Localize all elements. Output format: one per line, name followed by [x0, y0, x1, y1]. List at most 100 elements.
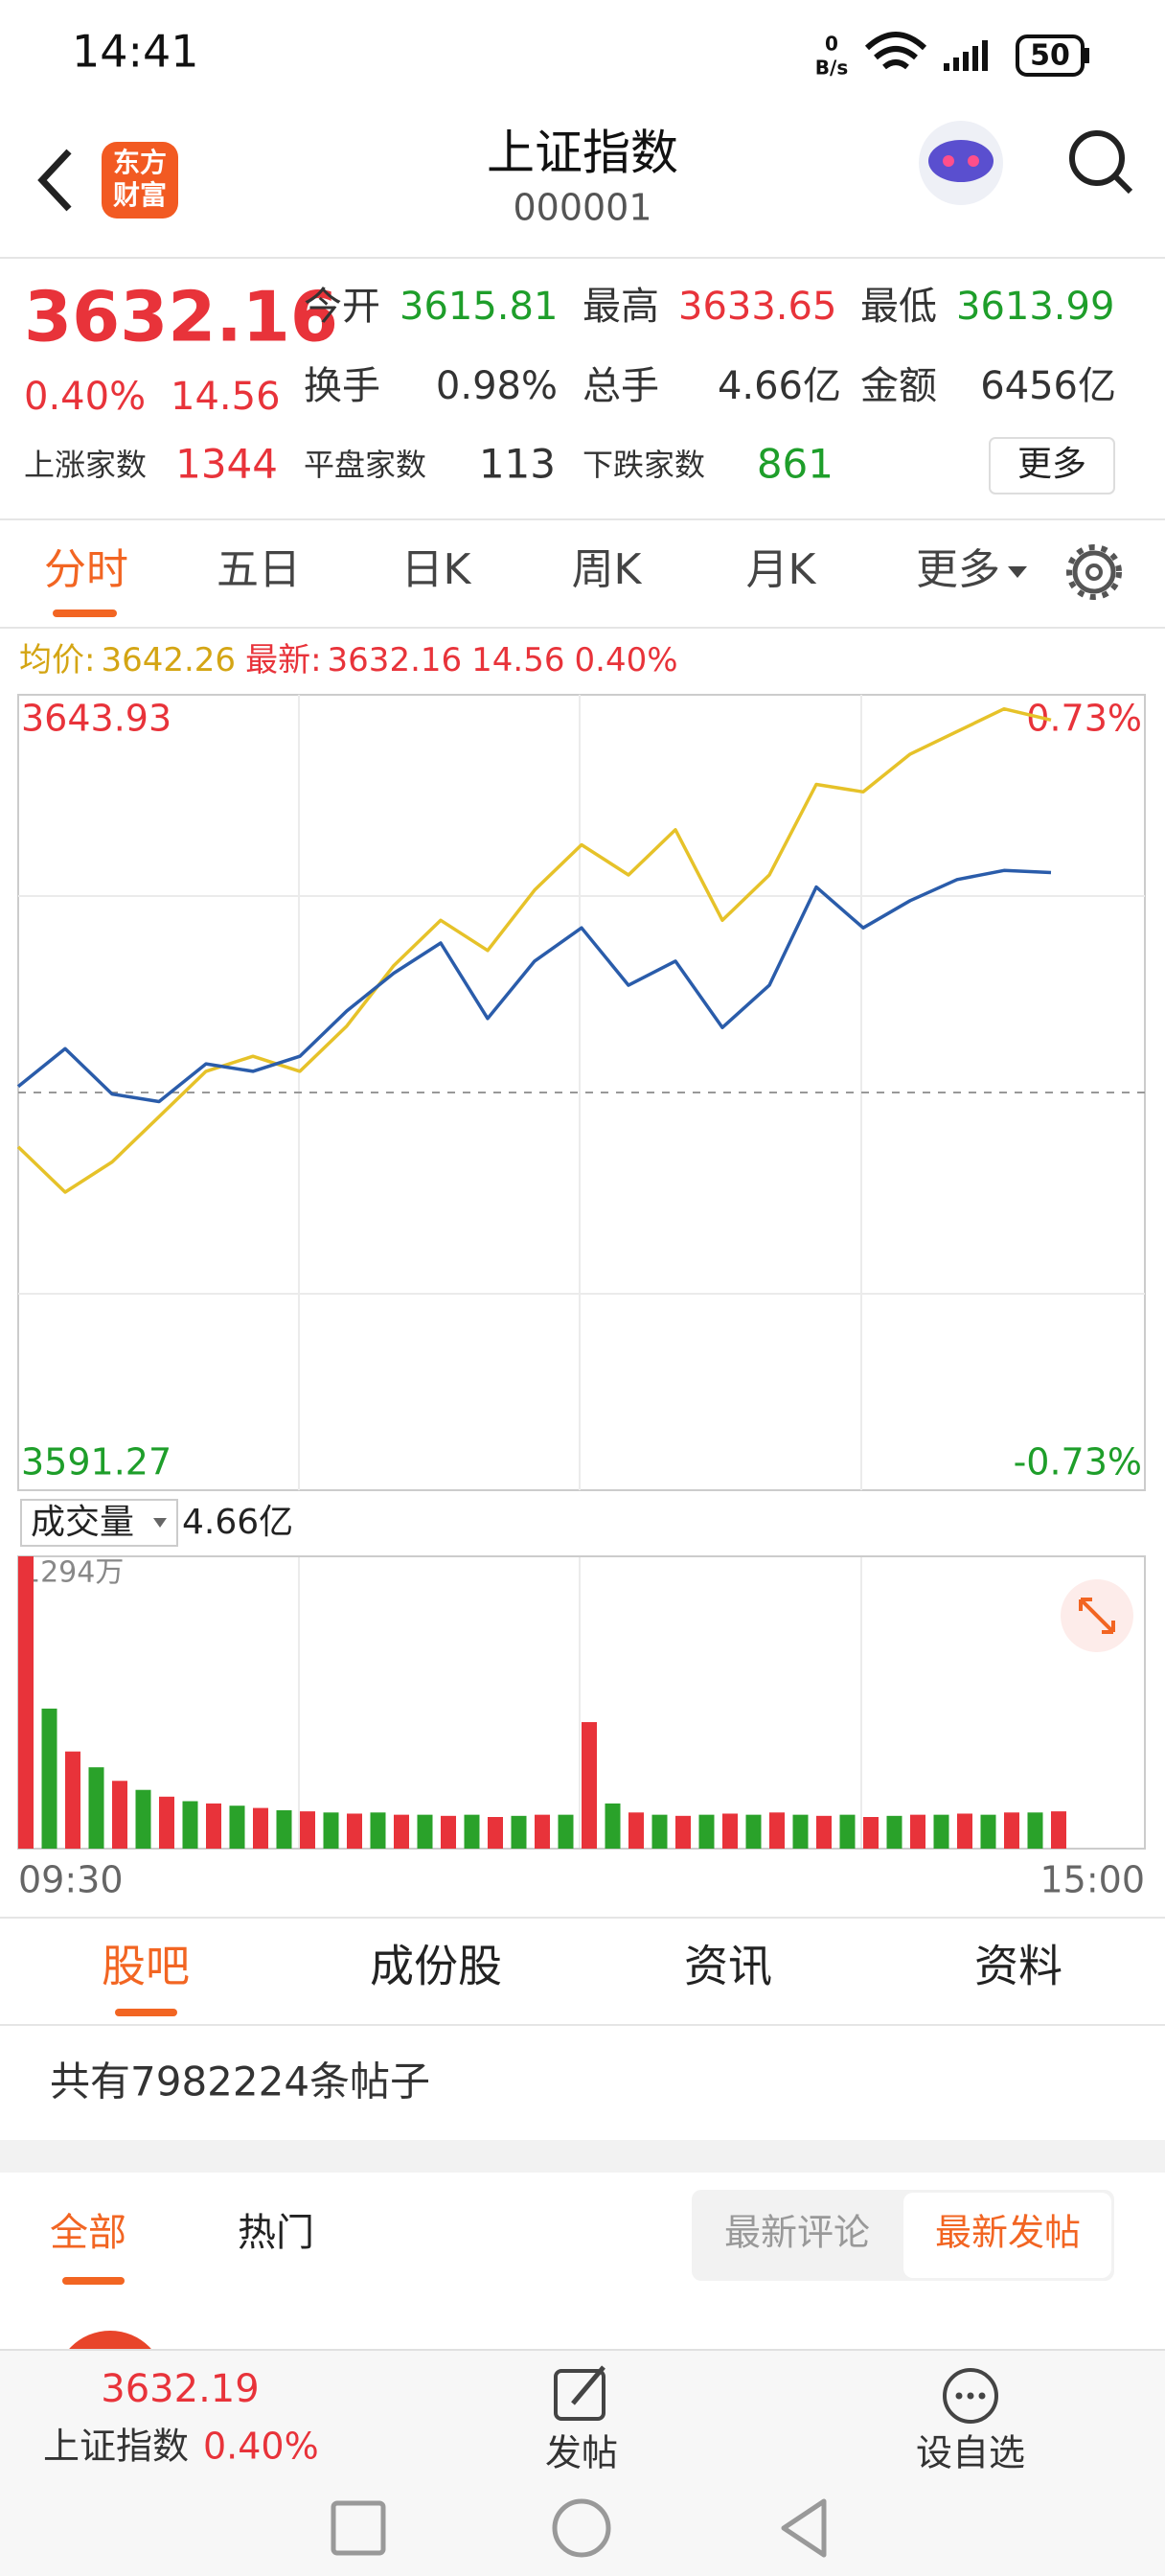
- net-speed: 0: [825, 33, 838, 56]
- section-tab[interactable]: 资讯: [684, 1941, 772, 1992]
- volume-bar: [933, 1814, 949, 1849]
- bottom-bar: [0, 2350, 1165, 2576]
- price-line: [16, 868, 1052, 1104]
- more-button[interactable]: [989, 437, 1115, 494]
- volume-bar: [276, 1809, 292, 1849]
- volume-bar: [488, 1817, 503, 1849]
- volume-bar: [159, 1796, 174, 1849]
- nav-home[interactable]: [552, 2498, 611, 2558]
- assistant-avatar[interactable]: [919, 121, 1003, 205]
- section-tab[interactable]: 成份股: [370, 1941, 502, 1992]
- volume-bar: [65, 1751, 80, 1849]
- dropdown-arrow: [153, 1518, 167, 1528]
- volume-bar: [698, 1814, 715, 1849]
- volume-bar: [816, 1815, 832, 1849]
- volume-bar: [394, 1814, 409, 1849]
- expand-button[interactable]: [1061, 1579, 1133, 1652]
- battery: [1016, 34, 1085, 77]
- volume-bar: [112, 1781, 127, 1849]
- volume-bar: [582, 1722, 597, 1849]
- nav-back[interactable]: [781, 2498, 827, 2558]
- volume-bar: [135, 1789, 151, 1849]
- tab-underline: [62, 2277, 125, 2285]
- volume-bar: [511, 1815, 527, 1849]
- period-tab[interactable]: 更多: [916, 545, 1000, 594]
- tab-underline: [53, 610, 117, 617]
- volume-bar: [441, 1815, 456, 1849]
- volume-bar: [839, 1814, 856, 1849]
- last-price: 3632.16: [24, 277, 338, 357]
- section-tab[interactable]: 股吧: [102, 1941, 190, 1992]
- stat-value: 3633.65: [678, 285, 836, 329]
- volume-bar: [722, 1813, 738, 1849]
- stock-code: 000001: [513, 187, 651, 229]
- price-line: [16, 706, 1052, 1194]
- period-tab[interactable]: 分时: [44, 545, 128, 594]
- stat-value: 4.66亿: [718, 364, 841, 408]
- tab-underline: [115, 2009, 177, 2016]
- volume-bar: [182, 1801, 198, 1849]
- y-tick-label: 3643.93: [21, 698, 171, 740]
- wifi-icon: [864, 32, 927, 70]
- volume-bar: [253, 1807, 268, 1849]
- volume-bar: [886, 1815, 902, 1849]
- dropdown-arrow: [1008, 566, 1027, 578]
- action-label[interactable]: 设自选: [916, 2432, 1025, 2474]
- volume-bar: [88, 1767, 104, 1849]
- x-tick-label: 09:30: [18, 1859, 124, 1901]
- settings-button[interactable]: [1066, 544, 1122, 600]
- volume-bar: [792, 1814, 809, 1849]
- stat-label: 总手: [582, 364, 659, 408]
- volume-bar: [651, 1814, 668, 1849]
- volume-bar: [18, 1556, 34, 1849]
- filter-tab[interactable]: 全部: [50, 2211, 126, 2255]
- action-label[interactable]: 发帖: [545, 2432, 618, 2474]
- sort-active: [903, 2193, 1111, 2278]
- stat-value: 6456亿: [980, 364, 1116, 408]
- volume-bar: [464, 1814, 480, 1849]
- app-logo: [102, 142, 178, 218]
- section-gap: [0, 2140, 1165, 2173]
- sort-tab[interactable]: 最新评论: [724, 2212, 870, 2254]
- net-unit: B/s: [815, 57, 848, 80]
- period-tab[interactable]: 五日: [217, 545, 301, 594]
- indicator-selector[interactable]: [20, 1499, 178, 1547]
- period-tab[interactable]: 日K: [401, 545, 472, 594]
- filter-tab[interactable]: 热门: [238, 2211, 314, 2255]
- volume-bar: [300, 1811, 315, 1849]
- change-pct: 0.40%: [24, 375, 146, 419]
- volume-bar: [910, 1814, 925, 1849]
- stat-label: 最低: [860, 285, 937, 329]
- nav-recent[interactable]: [331, 2500, 386, 2556]
- breadth-value: 861: [757, 441, 834, 488]
- stat-label: 今开: [304, 285, 380, 329]
- more-label[interactable]: 更多: [1017, 445, 1086, 484]
- breadth-label: 上涨家数: [24, 447, 147, 483]
- post-icon[interactable]: [554, 2365, 605, 2421]
- search-button[interactable]: [1069, 130, 1133, 195]
- volume-bar: [675, 1815, 691, 1849]
- indicator-name[interactable]: 成交量: [31, 1503, 134, 1542]
- period-tab[interactable]: 周K: [572, 545, 643, 594]
- breadth-label: 平盘家数: [304, 447, 426, 483]
- signal-icon: [944, 40, 988, 71]
- volume-bar: [535, 1814, 550, 1849]
- section-tab[interactable]: 资料: [974, 1941, 1062, 1992]
- period-tab[interactable]: 月K: [746, 545, 817, 594]
- sort-tab[interactable]: 最新发帖: [935, 2212, 1081, 2254]
- status-time: 14:41: [72, 26, 199, 78]
- volume-bar: [863, 1817, 879, 1849]
- breadth-value: 113: [479, 441, 556, 488]
- volume-bar: [1004, 1812, 1019, 1849]
- volume-bar: [1051, 1811, 1066, 1849]
- volume-bar: [605, 1803, 621, 1849]
- back-button[interactable]: [37, 149, 72, 212]
- chart-grid: [18, 695, 1145, 1849]
- watchlist-icon[interactable]: [943, 2368, 998, 2424]
- post-count: 共有7982224条帖子: [50, 2058, 430, 2105]
- y2-tick-label: -0.73%: [1014, 1441, 1142, 1484]
- y-tick-label: 3591.27: [21, 1441, 171, 1484]
- breadth-label: 下跌家数: [582, 447, 705, 483]
